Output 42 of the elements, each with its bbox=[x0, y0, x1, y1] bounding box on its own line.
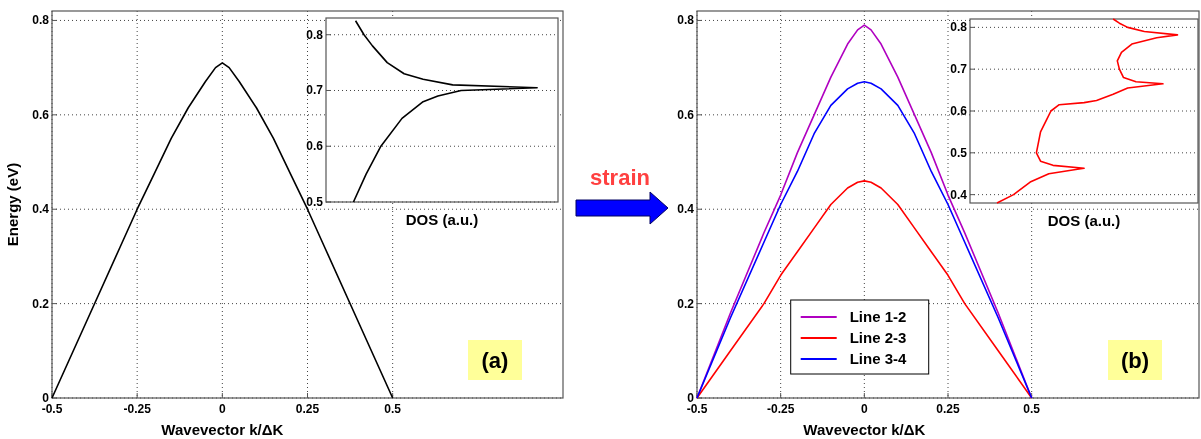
line-series bbox=[51, 62, 394, 399]
y-tick-label: 0.8 bbox=[306, 27, 324, 42]
y-tick-label: 0.5 bbox=[306, 195, 324, 209]
legend-label: Line 1-2 bbox=[849, 308, 907, 325]
y-tick-label: 0.8 bbox=[677, 13, 695, 28]
x-tick-label: 0 bbox=[218, 402, 226, 416]
text: strain bbox=[590, 165, 650, 190]
y-axis-title: Energy (eV) bbox=[4, 162, 21, 247]
y-tick-label: 0.4 bbox=[32, 202, 50, 217]
x-tick-label: -0.25 bbox=[766, 402, 795, 416]
y-tick-label: 0.8 bbox=[950, 20, 968, 35]
x-tick-label: 0.25 bbox=[936, 402, 960, 416]
line-series bbox=[696, 180, 1033, 399]
x-axis-title: DOS (a.u.) bbox=[405, 211, 479, 228]
y-tick-label: 0.6 bbox=[306, 139, 324, 154]
y-tick-label: 0.7 bbox=[306, 83, 324, 98]
y-tick-label: 0.6 bbox=[950, 104, 968, 118]
x-axis-title: Wavevector k/ΔK bbox=[161, 421, 284, 438]
y-tick-label: 0.2 bbox=[32, 296, 50, 311]
x-axis-title: Wavevector k/ΔK bbox=[803, 421, 926, 438]
annotation: (b) bbox=[1120, 348, 1150, 373]
x-axis-title: DOS (a.u.) bbox=[1047, 212, 1121, 229]
x-tick-label: -0.5 bbox=[41, 402, 63, 416]
y-tick-label: 0 bbox=[42, 391, 50, 405]
y-tick-label: 0.4 bbox=[677, 202, 695, 217]
x-tick-label: 0.5 bbox=[1023, 402, 1041, 416]
y-tick-label: 0.6 bbox=[677, 107, 695, 122]
x-tick-label: 0.5 bbox=[384, 402, 402, 416]
x-tick-label: -0.5 bbox=[686, 402, 708, 416]
legend-label: Line 2-3 bbox=[849, 329, 907, 346]
annotation: (a) bbox=[481, 348, 509, 373]
y-tick-label: 0.2 bbox=[677, 296, 695, 311]
x-tick-label: 0.25 bbox=[295, 402, 320, 416]
x-tick-label: 0 bbox=[860, 402, 868, 416]
y-tick-label: 0.8 bbox=[32, 13, 50, 28]
y-tick-label: 0.6 bbox=[32, 107, 50, 122]
y-tick-label: 0.5 bbox=[950, 145, 968, 160]
x-tick-label: -0.25 bbox=[123, 402, 152, 416]
y-tick-label: 0.7 bbox=[950, 62, 968, 77]
legend-label: Line 3-4 bbox=[849, 350, 908, 367]
y-tick-label: 0.4 bbox=[950, 187, 968, 202]
y-tick-label: 0 bbox=[687, 391, 695, 405]
